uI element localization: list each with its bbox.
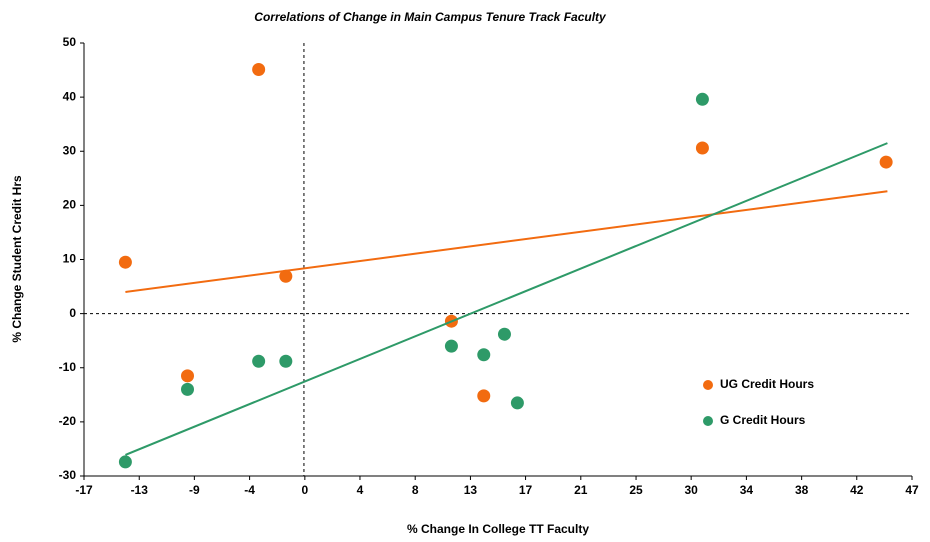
legend-marker <box>703 416 713 426</box>
point <box>695 141 709 155</box>
x-tick-label: 34 <box>740 483 754 497</box>
y-tick-label: -30 <box>59 468 77 482</box>
y-tick-label: 20 <box>63 198 77 212</box>
y-tick-label: 50 <box>63 35 77 49</box>
point <box>695 92 709 106</box>
point <box>497 327 511 341</box>
y-axis-label: % Change Student Credit Hrs <box>10 175 24 343</box>
legend-marker <box>703 380 713 390</box>
point <box>477 389 491 403</box>
legend-label: G Credit Hours <box>720 413 806 427</box>
point <box>252 354 266 368</box>
x-axis-label: % Change In College TT Faculty <box>407 522 589 536</box>
point <box>279 354 293 368</box>
x-tick-label: 21 <box>574 483 588 497</box>
point <box>444 339 458 353</box>
x-tick-label: 4 <box>357 483 364 497</box>
x-tick-label: -17 <box>75 483 93 497</box>
x-tick-label: 13 <box>464 483 478 497</box>
trend-line <box>125 142 888 456</box>
point <box>879 155 893 169</box>
x-tick-label: 17 <box>519 483 533 497</box>
x-tick-label: -9 <box>189 483 200 497</box>
x-tick-label: 47 <box>905 483 919 497</box>
y-tick-label: 0 <box>69 306 76 320</box>
y-tick-label: -10 <box>59 360 77 374</box>
point <box>181 369 194 383</box>
point <box>118 255 132 269</box>
point <box>252 63 266 77</box>
y-tick-label: 30 <box>63 143 77 157</box>
x-tick-label: 0 <box>301 483 308 497</box>
point <box>118 455 132 469</box>
y-tick-label: 40 <box>63 89 77 103</box>
point <box>477 348 491 362</box>
y-tick-label: -20 <box>59 414 77 428</box>
x-tick-label: -13 <box>131 483 149 497</box>
chart-title: Correlations of Change in Main Campus Te… <box>254 10 607 24</box>
point <box>279 269 293 283</box>
point <box>181 382 194 396</box>
x-tick-label: 42 <box>850 483 864 497</box>
y-tick-label: 10 <box>63 252 77 266</box>
legend-label: UG Credit Hours <box>720 377 814 391</box>
x-tick-label: 38 <box>795 483 809 497</box>
x-tick-label: 8 <box>412 483 419 497</box>
x-tick-label: 30 <box>684 483 698 497</box>
point <box>510 396 524 410</box>
x-tick-label: 25 <box>629 483 643 497</box>
trend-line <box>125 190 888 293</box>
x-tick-label: -4 <box>244 483 255 497</box>
